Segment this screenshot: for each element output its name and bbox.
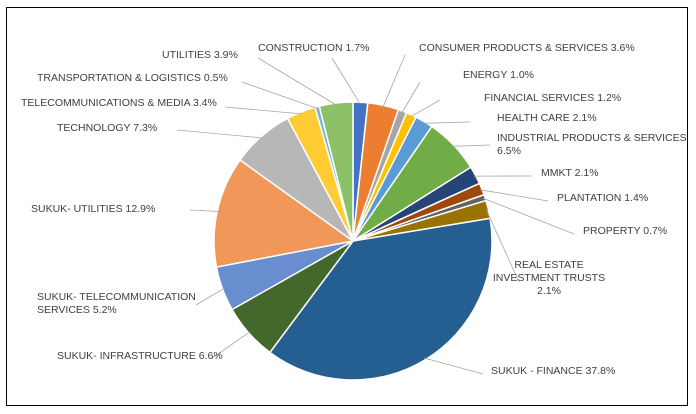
slice-label: PROPERTY 0.7%	[583, 225, 667, 237]
leader-line	[382, 54, 406, 108]
slice-label: ENERGY 1.0%	[463, 69, 534, 81]
slice-label: SUKUK- TELECOMMUNICATION SERVICES 5.2%	[37, 291, 196, 316]
leader-line	[176, 129, 263, 139]
leader-line	[480, 189, 549, 202]
leader-line	[195, 287, 225, 306]
slice-label: SUKUK - FINANCE 37.8%	[491, 365, 615, 377]
pie-slices	[213, 101, 493, 381]
slice-label: SUKUK- INFRASTRUCTURE 6.6%	[57, 350, 223, 362]
leader-line	[410, 99, 441, 118]
slice-label: HEALTH CARE 2.1%	[497, 112, 597, 124]
pie-slice	[318, 101, 354, 242]
slice-label: REAL ESTATE INVESTMENT TRUSTS 2.1%	[493, 259, 605, 297]
pie-slice	[268, 217, 493, 381]
leader-line	[241, 81, 318, 109]
slice-label: SUKUK- UTILITIES 12.9%	[31, 203, 155, 215]
slice-label: FINANCIAL SERVICES 1.2%	[484, 92, 621, 104]
leader-line	[424, 357, 484, 375]
leader-line	[483, 197, 575, 235]
leader-line	[401, 81, 421, 114]
slice-label: PLANTATION 1.4%	[557, 192, 648, 204]
leader-line	[189, 209, 220, 212]
slice-label: CONSTRUCTION 1.7%	[258, 42, 369, 54]
slice-label: UTILITIES 3.9%	[162, 49, 238, 61]
leader-lines	[176, 54, 575, 375]
leader-line	[224, 106, 302, 115]
slice-label: INDUSTRIAL PRODUCTS & SERVICES 6.5%	[497, 132, 687, 157]
slice-label: CONSUMER PRODUCTS & SERVICES 3.6%	[419, 42, 635, 54]
leader-line	[486, 209, 520, 283]
slice-label: TELECOMMUNICATIONS & MEDIA 3.4%	[21, 97, 217, 109]
slice-label: MMKT 2.1%	[541, 167, 599, 179]
leader-line	[451, 144, 491, 147]
data-labels: CONSTRUCTION 1.7% CONSUMER PRODUCTS & SER…	[21, 42, 687, 377]
slice-label: TECHNOLOGY 7.3%	[57, 122, 157, 134]
leader-line	[331, 57, 361, 105]
leader-line	[257, 57, 337, 106]
leader-line	[423, 121, 471, 124]
slice-label: TRANSPORTATION & LOGISTICS 0.5%	[37, 72, 228, 84]
leader-line	[210, 331, 251, 360]
